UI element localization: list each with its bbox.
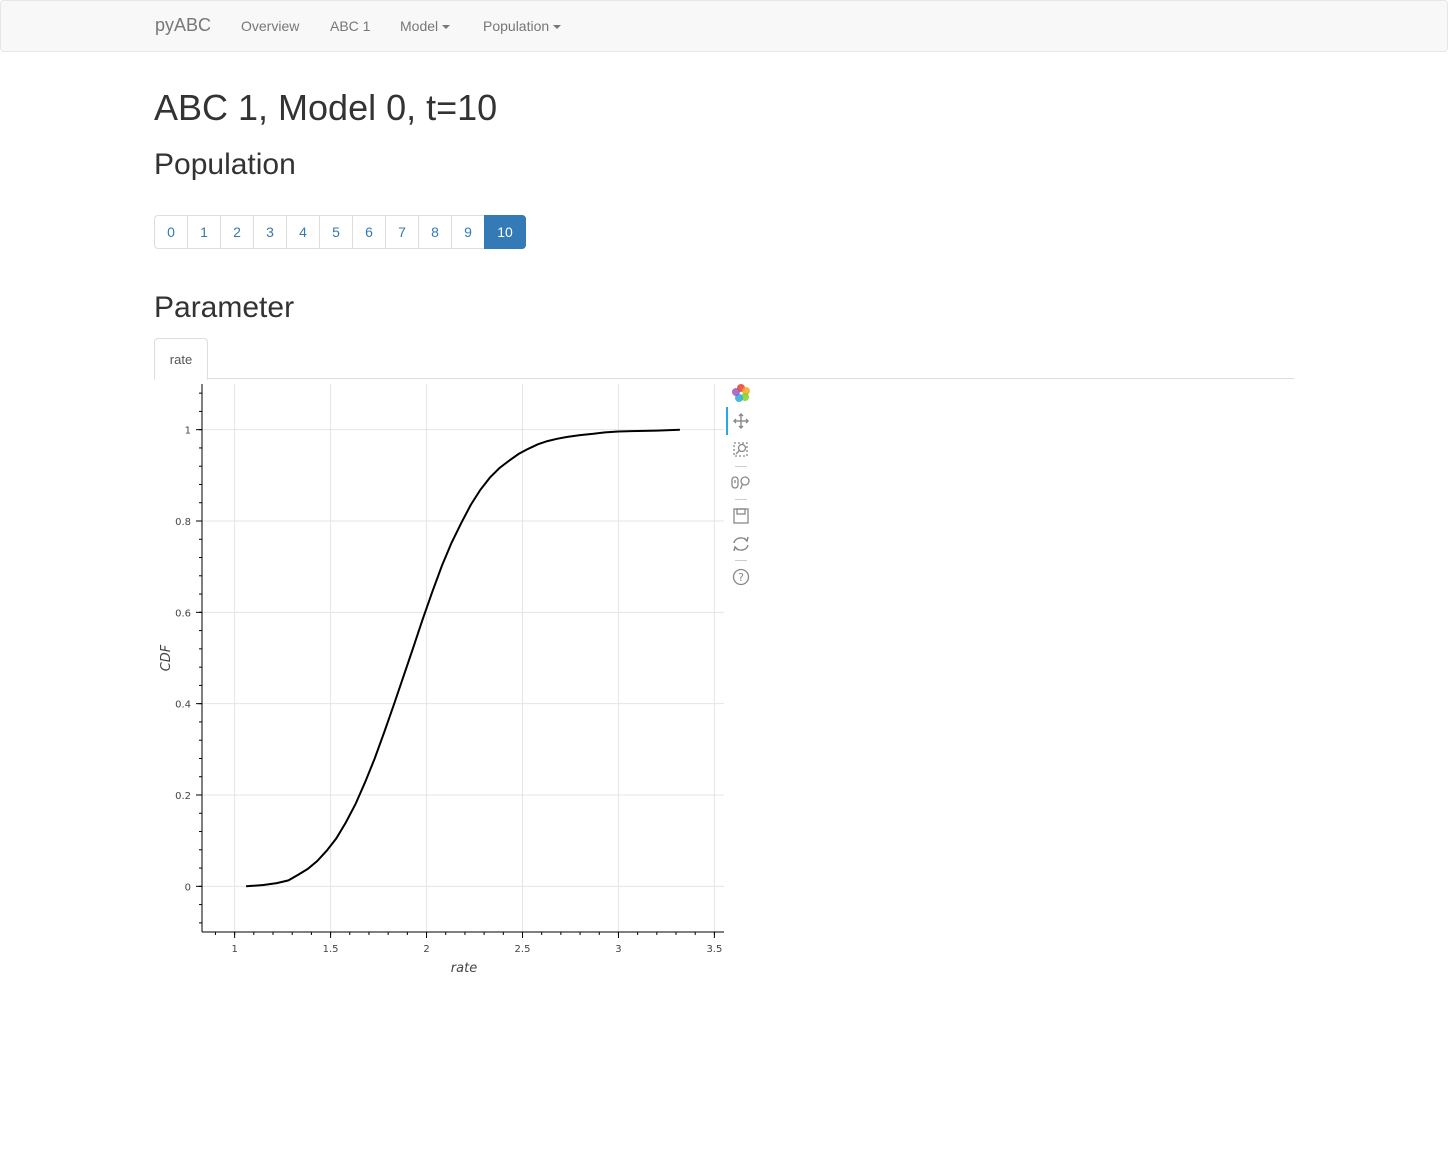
page-link-10-active[interactable]: 10 (484, 215, 526, 249)
chevron-down-icon (553, 25, 562, 30)
x-axis-label: rate (451, 961, 477, 976)
page-link-7[interactable]: 7 (385, 215, 419, 249)
x-tick-label: 2.5 (515, 944, 531, 955)
nav-link-abc[interactable]: ABC 1 (330, 18, 371, 34)
page-link-1[interactable]: 1 (187, 215, 221, 249)
y-tick-label: 1 (185, 426, 191, 437)
page-link-4[interactable]: 4 (286, 215, 320, 249)
y-tick-label: 0 (185, 882, 191, 893)
nav-dropdown-model-label: Model (400, 18, 439, 34)
wheel-zoom-icon[interactable] (730, 472, 752, 494)
active-tool-indicator (726, 407, 728, 435)
nav-dropdown-population[interactable]: Population (483, 18, 562, 34)
y-tick-label: 0.4 (175, 700, 191, 711)
save-icon[interactable] (730, 505, 752, 527)
tabs-divider (154, 378, 1294, 379)
x-tick-label: 1 (231, 944, 237, 955)
page-link-3[interactable]: 3 (253, 215, 287, 249)
x-tick-label: 3 (615, 944, 621, 955)
x-tick-label: 2 (423, 944, 429, 955)
x-tick-label: 3.5 (706, 944, 722, 955)
nav-dropdown-population-label: Population (483, 18, 550, 34)
nav-link-overview[interactable]: Overview (241, 18, 300, 34)
reset-icon[interactable] (730, 533, 752, 555)
population-heading: Population (154, 148, 296, 181)
y-axis-label: CDF (159, 644, 174, 671)
page-title: ABC 1, Model 0, t=10 (154, 87, 498, 128)
page-link-6[interactable]: 6 (352, 215, 386, 249)
parameter-heading: Parameter (154, 291, 295, 324)
svg-text:?: ? (738, 571, 744, 584)
y-tick-label: 0.8 (175, 517, 191, 528)
page-link-5[interactable]: 5 (319, 215, 353, 249)
toolbar-separator (735, 560, 747, 561)
toolbar-separator (735, 499, 747, 500)
toolbar-separator (735, 466, 747, 467)
population-pagination: 0 1 2 3 4 5 6 7 8 9 10 (154, 215, 526, 249)
nav-dropdown-model[interactable]: Model (400, 18, 451, 34)
x-tick-label: 1.5 (323, 944, 339, 955)
pan-icon[interactable] (730, 410, 752, 432)
page-link-2[interactable]: 2 (220, 215, 254, 249)
navbar-brand[interactable]: pyABC (155, 15, 212, 35)
navbar: pyABC Overview ABC 1 Model Population (0, 0, 1448, 52)
plot-grid (202, 384, 724, 932)
chevron-down-icon (442, 25, 451, 30)
bokeh-logo-icon[interactable] (730, 382, 752, 404)
tab-rate[interactable]: rate (154, 338, 208, 380)
cdf-series-line (246, 428, 680, 888)
plot-axes: 1 1.5 2 2.5 3 3.5 0 0.2 0.4 0.6 0.8 1 (175, 384, 724, 955)
plot-toolbar: ? (726, 380, 756, 590)
y-tick-label: 0.2 (175, 791, 191, 802)
cdf-plot[interactable]: 1 1.5 2 2.5 3 3.5 0 0.2 0.4 0.6 0.8 1 rate CDF (0, 0, 760, 990)
box-zoom-icon[interactable] (730, 439, 752, 461)
help-icon[interactable]: ? (730, 566, 752, 588)
y-tick-label: 0.6 (175, 608, 191, 619)
